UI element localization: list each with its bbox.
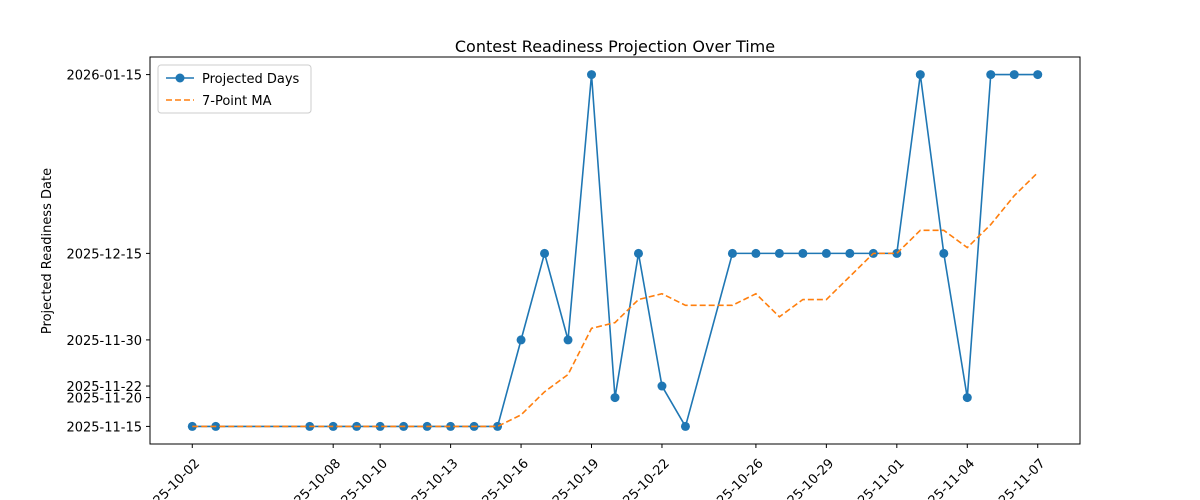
point [516,335,526,345]
y-tick-label: 2025-11-15 [66,420,142,435]
point [375,421,385,431]
series-line [192,172,1039,428]
point [1033,70,1043,80]
x-tick-label: 2025-10-16 [468,456,532,500]
legend-label: 7-Point MA [202,94,272,109]
legend-marker [175,73,185,83]
y-tick-label: 2025-11-30 [66,334,142,349]
point [845,248,855,258]
y-tick-label: 2026-01-15 [66,69,142,84]
x-tick-label: 2025-11-01 [844,456,908,500]
point [657,381,667,391]
y-tick-label: 2025-11-22 [66,380,142,395]
point [751,248,761,258]
plot-frame [149,56,1081,445]
point [610,393,620,403]
y-tick-label: 2025-11-20 [66,392,142,407]
x-tick-label: 2025-10-02 [139,456,203,500]
point [774,248,784,258]
legend-label: Projected Days [202,72,300,87]
x-tick-label: 2025-10-29 [773,456,837,500]
point [821,248,831,258]
x-tick-label: 2025-10-19 [538,456,602,500]
point [986,70,996,80]
point [1009,70,1019,80]
point [727,248,737,258]
series-line [192,73,1038,429]
point [939,248,949,258]
y-axis-label: Projected Readiness Date [40,168,55,334]
point [446,421,456,431]
point [915,70,925,80]
y-tick-label: 2025-12-15 [66,247,142,262]
point [563,335,573,345]
point [540,248,550,258]
x-tick-label: 2025-10-13 [397,456,461,500]
x-tick-label: 2025-10-26 [703,456,767,500]
point [633,248,643,258]
x-tick-label: 2025-11-07 [985,456,1049,500]
x-tick-label: 2025-11-04 [914,456,978,500]
point [798,248,808,258]
x-tick-label: 2025-10-22 [609,456,673,500]
point [680,421,690,431]
chart-title: Contest Readiness Projection Over Time [455,37,775,56]
x-tick-label: 2025-10-08 [280,456,344,500]
point [493,421,503,431]
legend-box [157,64,312,114]
point [587,70,597,80]
point [962,393,972,403]
